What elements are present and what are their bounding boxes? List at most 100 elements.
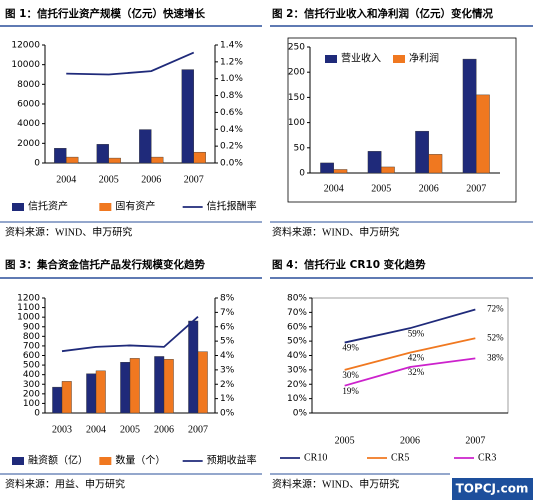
bar	[381, 166, 395, 174]
bar	[54, 148, 67, 164]
bar	[163, 359, 174, 414]
chart-title: 图 2：信托行业收入和净利润（亿元）变化情况	[272, 7, 493, 20]
bar	[428, 154, 443, 174]
y-tick-label: 1100	[17, 303, 40, 313]
line	[344, 337, 476, 371]
legend-label: 数量（个）	[115, 453, 165, 466]
x-tick-label: 2004	[324, 183, 344, 194]
y-tick-label: 100	[288, 118, 305, 128]
bar	[139, 129, 152, 164]
y-tick-label: 800	[23, 332, 40, 342]
y-tick-label: 10%	[287, 394, 307, 404]
bar	[154, 356, 165, 414]
legend-key	[393, 55, 405, 63]
y-tick-label: 200	[23, 389, 40, 399]
line	[66, 51, 195, 76]
y2-tick-label: 0.0%	[220, 159, 243, 169]
legend-key	[325, 55, 337, 63]
y2-tick-label: 0.6%	[220, 108, 243, 118]
y2-tick-label: 1.2%	[220, 57, 243, 67]
x-tick-label: 2004	[56, 174, 76, 185]
line	[344, 308, 476, 344]
y-tick-label: 0	[299, 169, 305, 179]
y-tick-label: 200	[288, 68, 305, 78]
y-tick-label: 600	[23, 351, 40, 361]
x-tick-label: 2006	[419, 183, 439, 194]
legend-label: 融资额（亿）	[28, 453, 88, 466]
y-tick-label: 700	[23, 341, 40, 351]
legend-label: 信托资产	[28, 199, 68, 212]
y-tick-label: 10000	[11, 60, 40, 70]
y-tick-label: 900	[23, 322, 40, 332]
y-tick-label: 300	[23, 380, 40, 390]
bar	[95, 370, 106, 414]
chart-title: 图 4：信托行业 CR10 变化趋势	[272, 258, 426, 271]
line	[344, 357, 476, 387]
legend-label: CR10	[304, 452, 327, 463]
legend-key	[99, 203, 112, 211]
data-label: 49%	[342, 343, 359, 353]
y-tick-label: 6000	[17, 100, 40, 110]
y-tick-label: 50	[294, 143, 306, 153]
bar	[333, 169, 348, 174]
watermark: TOPCJ.com	[456, 482, 529, 496]
y-tick-label: 150	[288, 93, 305, 103]
x-tick-label: 2003	[52, 424, 72, 435]
legend-label: 信托报酬率	[207, 199, 257, 212]
data-label: 32%	[408, 367, 425, 377]
x-tick-label: 2005	[335, 435, 355, 446]
x-tick-label: 2006	[154, 424, 174, 435]
bar	[66, 156, 79, 164]
bar	[52, 386, 63, 414]
bar	[462, 58, 477, 174]
bar	[129, 358, 140, 414]
data-label: 59%	[408, 328, 425, 338]
y2-tick-label: 8%	[220, 294, 235, 304]
x-tick-label: 2007	[466, 183, 486, 194]
y-tick-label: 8000	[17, 80, 40, 90]
legend-label: CR5	[391, 452, 409, 463]
y-tick-label: 1000	[17, 313, 40, 323]
bar	[61, 381, 72, 414]
bar	[86, 373, 97, 414]
data-label: 19%	[342, 386, 359, 396]
y-tick-label: 30%	[287, 365, 307, 375]
line	[61, 316, 199, 353]
legend-label: 净利润	[409, 51, 439, 64]
x-tick-label: 2006	[141, 174, 161, 185]
watermark-bg	[452, 478, 533, 500]
data-label: 72%	[487, 304, 504, 314]
y-tick-label: 20%	[287, 380, 307, 390]
legend-key	[99, 457, 112, 465]
y2-tick-label: 6%	[220, 322, 235, 332]
y-tick-label: 500	[23, 361, 40, 371]
x-tick-label: 2005	[99, 174, 119, 185]
y-tick-label: 60%	[287, 322, 307, 332]
y2-tick-label: 4%	[220, 351, 235, 361]
x-tick-label: 2005	[371, 183, 391, 194]
y2-tick-label: 7%	[220, 308, 235, 318]
y-tick-label: 100	[23, 399, 40, 409]
data-label: 38%	[487, 352, 504, 362]
legend-label: 营业收入	[341, 51, 381, 64]
bar	[120, 362, 131, 414]
y-tick-label: 0	[34, 409, 40, 419]
bar	[188, 320, 199, 414]
legend-key	[12, 457, 24, 465]
bar	[476, 94, 490, 174]
bar	[193, 151, 206, 164]
y-tick-label: 0%	[293, 409, 308, 419]
bar	[320, 162, 334, 174]
y-tick-label: 400	[23, 370, 40, 380]
source: 资料来源：WIND、申万研究	[272, 225, 399, 238]
x-tick-label: 2007	[188, 424, 208, 435]
y-tick-label: 250	[288, 43, 305, 53]
bar	[151, 156, 164, 164]
legend-key	[12, 203, 24, 211]
y2-tick-label: 5%	[220, 337, 235, 347]
x-tick-label: 2006	[400, 435, 420, 446]
y2-tick-label: 0.8%	[220, 91, 243, 101]
chart-title: 图 1：信托行业资产规模（亿元）快速增长	[5, 7, 205, 20]
y-tick-label: 12000	[11, 41, 40, 51]
